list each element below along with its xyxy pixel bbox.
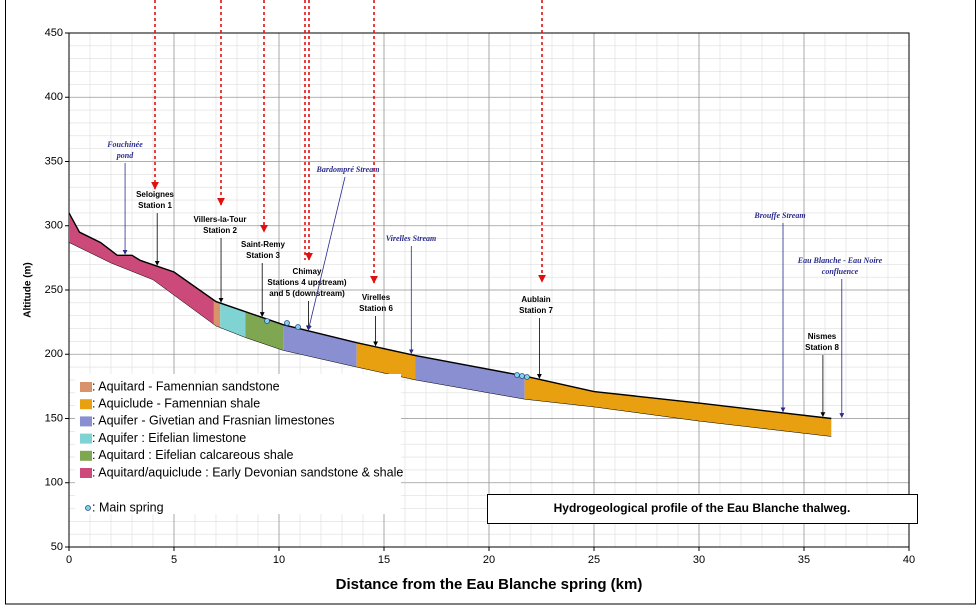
y-tick-label: 50 <box>51 541 63 553</box>
spring <box>284 320 290 326</box>
bottom-surface <box>68 242 832 437</box>
x-tick-label: 10 <box>273 554 285 566</box>
x-tick-label: 15 <box>378 554 390 566</box>
station-label: Seloignes <box>136 190 174 199</box>
legend-item: : Aquiclude - Famennian shale <box>80 396 260 410</box>
y-tick-label: 300 <box>45 220 63 232</box>
y-tick-label: 100 <box>45 477 63 489</box>
layer <box>283 324 357 368</box>
grid: 50 100 150 200 250 300 350 400 450 0 5 10 15 20 25 30 35… <box>45 27 915 566</box>
legend-swatch <box>80 468 92 478</box>
station-label: Nismes <box>808 332 837 341</box>
x-tick-label: 30 <box>693 554 705 566</box>
spring <box>295 324 301 330</box>
station-label: Station 6 <box>359 304 393 313</box>
station-label: Villers-la-Tour <box>193 215 246 224</box>
stream-label: confluence <box>822 267 859 276</box>
legend-swatch <box>80 450 92 461</box>
layer <box>415 355 525 400</box>
x-tick-label: 40 <box>903 554 915 566</box>
legend-label: : Aquifer : Eifelian limestone <box>92 431 246 445</box>
station-label: Station 2 <box>203 226 237 235</box>
springs <box>264 318 530 380</box>
stream-label: Fouchinée <box>106 140 143 149</box>
y-axis-label: Altitude (m) <box>23 262 34 318</box>
x-tick-label: 35 <box>798 554 810 566</box>
legend-label: : Aquiclude - Famennian shale <box>92 396 260 410</box>
layer <box>524 376 832 437</box>
y-tick-label: 250 <box>45 284 63 296</box>
x-tick-label: 5 <box>171 554 177 566</box>
layer <box>220 303 246 338</box>
stream-arrow <box>307 176 346 331</box>
spring <box>524 374 530 380</box>
x-tick-label: 0 <box>66 554 72 566</box>
stream-label: pond <box>116 151 134 160</box>
legend-item: : Aquitard : Eifelian calcareous shale <box>80 448 294 462</box>
y-tick-label: 200 <box>45 348 63 360</box>
plot-border <box>68 32 910 548</box>
legend-box <box>75 374 401 514</box>
stream-label: Eau Blanche - Eau Noire <box>797 256 883 265</box>
station-label: Stations 4 upstream) <box>267 278 346 287</box>
station-label: Chimay <box>293 267 322 276</box>
x-axis-label: Distance from the Eau Blanche spring (km… <box>336 576 643 593</box>
red-arrows <box>151 0 546 284</box>
station-label: and 5 (downstream) <box>269 289 345 298</box>
station-label: Station 7 <box>519 306 553 315</box>
chart-title: Hydrogeological profile of the Eau Blanc… <box>554 501 851 515</box>
x-tick-label: 20 <box>483 554 495 566</box>
layer <box>69 212 214 325</box>
y-tick-label: 350 <box>45 155 63 167</box>
station-label: Saint-Remy <box>241 240 286 249</box>
x-tick-label: 25 <box>588 554 600 566</box>
y-tick-label: 150 <box>45 412 63 424</box>
station-label: Station 3 <box>246 251 280 260</box>
legend-swatch <box>80 382 92 392</box>
legend-label: : Aquitard/aquiclude : Early Devonian sa… <box>92 465 403 479</box>
layer <box>356 342 416 380</box>
legend-item: : Aquitard - Famennian sandstone <box>80 379 280 393</box>
legend-label: : Aquitard : Eifelian calcareous shale <box>92 448 294 462</box>
legend-swatch <box>80 399 92 410</box>
top-surface <box>68 212 832 420</box>
station-label: Aublain <box>521 295 550 304</box>
legend-label: : Aquifer - Givetian and Frasnian limest… <box>92 414 334 428</box>
stream-label: Bardompré Stream <box>316 165 380 174</box>
station-label: Virelles <box>362 293 391 302</box>
legend-label: : Aquitard - Famennian sandstone <box>92 379 280 393</box>
stream-label: Virelles Stream <box>386 234 436 243</box>
legend: : Main spring : Aquitard - Famennian san… <box>75 374 403 514</box>
layer <box>213 300 221 328</box>
spring <box>519 373 525 379</box>
legend-swatch <box>80 433 92 444</box>
spring <box>514 372 520 378</box>
title-box <box>487 494 918 524</box>
spring <box>264 318 270 324</box>
y-tick-label: 400 <box>45 91 63 103</box>
station-label: Station 8 <box>805 343 839 352</box>
legend-item: : Aquifer : Eifelian limestone <box>80 431 246 445</box>
legend-swatch <box>80 416 92 427</box>
legend-item: : Aquifer - Givetian and Frasnian limest… <box>80 414 334 428</box>
legend-label: : Main spring <box>92 500 164 514</box>
plot: Seloignes Station 1 Villers-la-Tour Station… <box>68 140 883 437</box>
legend-item: : Aquitard/aquiclude : Early Devonian sa… <box>80 465 403 479</box>
spring-icon <box>85 505 91 511</box>
y-tick-label: 450 <box>45 27 63 39</box>
station-label: Station 1 <box>138 201 172 210</box>
stream-label: Brouffe Stream <box>753 211 805 220</box>
